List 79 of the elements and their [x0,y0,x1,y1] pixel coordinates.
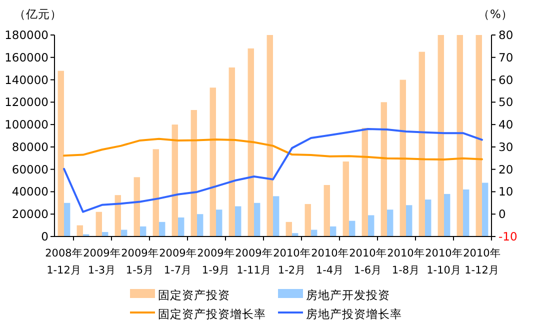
bar [324,185,330,236]
bar [482,182,488,236]
x-tick-label: 2009年 1-7月 [159,248,197,276]
bar [273,196,280,236]
bar [178,217,184,236]
x-tick-label: 2010年 1-2月 [273,248,311,276]
bar [438,35,444,236]
bar [190,110,197,236]
bar [463,189,470,236]
bar [159,222,166,236]
bar [330,226,336,236]
y-tick-label: 160000 [4,50,48,64]
y2-tick-label: 30 [498,140,514,154]
y2-tick-label: 50 [498,95,514,110]
x-tick-label: 2009年 1-5月 [121,248,159,276]
bar [140,226,146,236]
bar [254,202,260,236]
bar [172,124,178,236]
bar [362,128,368,236]
bar [235,206,242,236]
y2-tick-label: 40 [498,118,514,132]
bar [476,35,482,236]
bar [96,212,102,236]
x-tick-label: 2010年 1-8月 [387,248,425,276]
y2-tick-label: -10 [498,230,518,244]
bar [456,35,463,236]
x-tick-label: 2009年 1-11月 [235,248,273,276]
bar [418,52,425,236]
y2-tick-label: 0 [498,207,506,222]
y-tick-label: 40000 [12,184,48,199]
y2-tick-label: 70 [498,50,514,64]
bar [210,88,216,236]
y-tick-label: 180000 [4,28,48,42]
bar [406,205,412,236]
x-tick-label: 2009年 1-3月 [83,248,121,276]
y2-axis-title: （%） [478,7,513,21]
y2-tick-label: 20 [498,162,514,176]
x-tick-label: 2010年 1-4月 [311,248,349,276]
x-tick-label: 2009年 1-9月 [197,248,235,276]
y-tick-label: 140000 [4,72,48,87]
y-tick-label: 120000 [4,95,48,110]
bar [266,35,273,236]
bar [248,48,254,236]
bar [64,202,70,236]
y2-tick-label: 60 [498,72,514,87]
x-tick-label: 2010年 1-6月 [349,248,387,276]
y-tick-label: 20000 [12,207,48,222]
bar [349,220,356,236]
bar [444,194,450,236]
bar [380,102,387,236]
y-tick-label: 0 [41,230,48,244]
legend-label: 固定资产投资增长率 [158,307,266,321]
legend-label: 房地产开发投资 [306,288,390,302]
bar [228,67,235,236]
bar [76,225,83,236]
x-tick-label: 2010年 1-10月 [425,248,463,276]
y-tick-label: 80000 [12,140,48,154]
bar [114,195,121,236]
bar [134,177,140,236]
bar [342,161,349,236]
y2-tick-label: 10 [498,184,514,199]
legend-label: 固定资产投资 [158,288,230,302]
bar [152,149,159,236]
x-tick-label: 2010年 1-12月 [463,248,501,276]
bar [58,70,64,236]
bar [216,210,222,236]
bar [368,215,374,236]
y-tick-label: 60000 [12,162,48,176]
bar [425,200,432,236]
bar [286,222,292,236]
x-tick-label: 2008年 1-12月 [45,248,83,276]
bar [387,210,394,236]
legend-label: 房地产投资增长率 [306,307,402,321]
bar [304,204,311,236]
y2-tick-label: 80 [498,28,514,42]
bar [197,214,204,236]
y-axis-title: （亿元） [14,7,62,21]
y-tick-label: 100000 [4,118,48,132]
bar [400,80,406,236]
